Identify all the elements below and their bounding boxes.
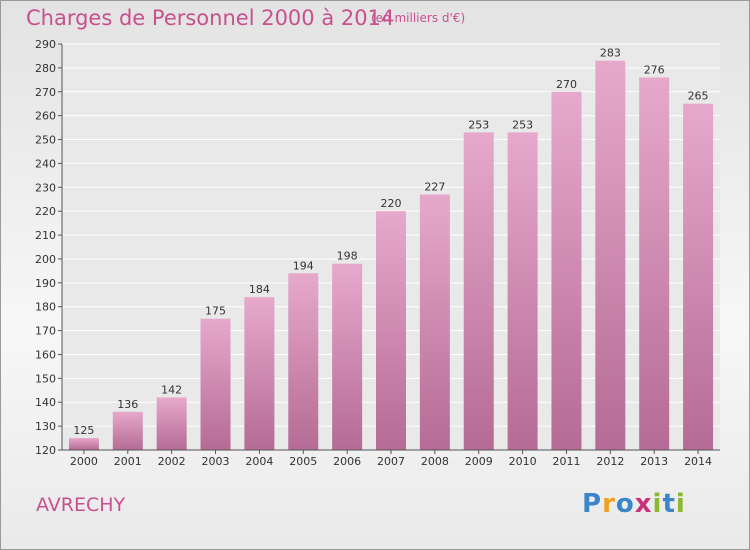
y-tick-label: 190 [35,277,56,290]
bar [244,297,275,450]
value-label: 253 [512,118,533,131]
x-tick-label: 2001 [114,455,142,468]
y-tick-label: 160 [35,348,56,361]
logo-letter: i [675,489,686,519]
x-tick-label: 2006 [333,455,361,468]
y-tick-label: 220 [35,205,56,218]
y-tick-label: 290 [35,38,56,51]
y-tick-label: 210 [35,229,56,242]
bar [551,91,582,450]
logo-letter: r [602,489,616,519]
x-tick-label: 2010 [509,455,537,468]
bar [156,397,187,450]
bar [507,132,538,451]
y-axis: 120 130 140 150 160 170 180 190 200 210 220 230 240 2… [35,38,63,457]
value-label: 283 [600,47,621,60]
bar [112,411,143,450]
value-label: 198 [337,250,358,263]
value-label: 136 [117,398,138,411]
y-tick-label: 270 [35,86,56,99]
y-tick-label: 170 [35,325,56,338]
value-label: 227 [424,180,445,193]
x-tick-label: 2011 [552,455,580,468]
x-tick-label: 2008 [421,455,449,468]
value-label: 125 [73,424,94,437]
x-tick-label: 2002 [158,455,186,468]
chart-title: Charges de Personnel 2000 à 2014 [26,6,395,30]
value-label: 270 [556,78,577,91]
y-tick-label: 230 [35,181,56,194]
y-tick-label: 130 [35,420,56,433]
y-tick-label: 260 [35,110,56,123]
x-tick-label: 2013 [640,455,668,468]
logo-letter: P [582,489,603,519]
y-tick-label: 240 [35,157,56,170]
value-label: 265 [688,90,709,103]
commune-name: AVRECHY [36,494,126,516]
value-label: 276 [644,63,665,76]
bar [683,103,714,451]
bar [68,438,99,450]
bar [463,132,494,451]
value-label: 194 [293,259,314,272]
x-tick-label: 2012 [596,455,624,468]
x-tick-label: 2007 [377,455,405,468]
value-label: 253 [468,118,489,131]
chart-subtitle: (en milliers d'€) [371,11,466,25]
logo-letter: o [615,489,635,519]
value-label: 142 [161,383,182,396]
value-label: 175 [205,305,226,318]
bar [332,263,363,450]
logo-letter: i [652,489,663,519]
value-label: 184 [249,283,270,296]
x-tick-label: 2000 [70,455,98,468]
bar [639,77,670,450]
bar [595,60,626,450]
bar [419,194,450,450]
y-tick-label: 150 [35,372,56,385]
x-tick-label: 2014 [684,455,712,468]
bar [200,318,231,450]
x-tick-label: 2005 [289,455,317,468]
bar [288,273,319,450]
y-tick-label: 280 [35,62,56,75]
logo-letter: t [662,489,676,519]
y-tick-label: 120 [35,444,56,457]
value-label: 220 [381,197,402,210]
x-tick-label: 2004 [245,455,273,468]
value-labels-group: 125 136 142 175 184 194 198 220 227 253 253 270 283 2… [73,47,708,437]
bars-group [68,60,714,451]
x-tick-label: 2003 [202,455,230,468]
x-axis: 2000 2001 2002 2003 2004 2005 2006 2007 2008 2009… [62,449,720,468]
y-tick-label: 200 [35,253,56,266]
x-tick-label: 2009 [465,455,493,468]
bar [376,211,406,450]
proxiti-logo: Proxiti [582,489,686,519]
y-tick-label: 140 [35,396,56,409]
y-tick-label: 180 [35,301,56,314]
logo-letter: x [634,489,653,519]
y-tick-label: 250 [35,134,56,147]
